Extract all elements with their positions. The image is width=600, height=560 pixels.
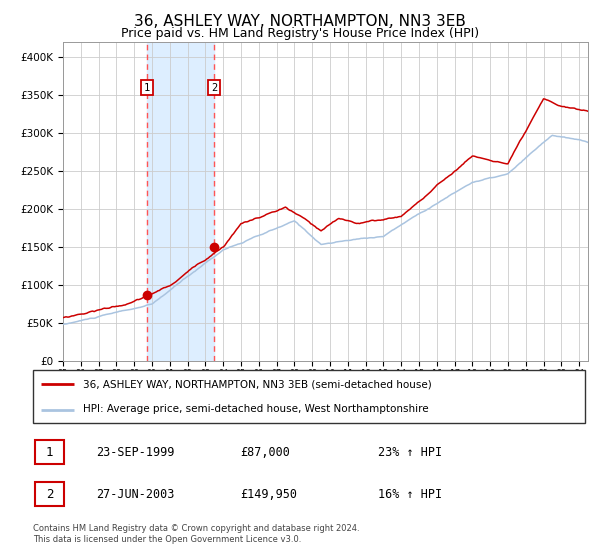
Text: 36, ASHLEY WAY, NORTHAMPTON, NN3 3EB: 36, ASHLEY WAY, NORTHAMPTON, NN3 3EB <box>134 14 466 29</box>
Bar <box>147 42 214 361</box>
Text: 23% ↑ HPI: 23% ↑ HPI <box>378 446 442 459</box>
Text: £87,000: £87,000 <box>240 446 290 459</box>
Text: 1: 1 <box>144 83 151 92</box>
Text: 1: 1 <box>46 446 53 459</box>
Text: 16% ↑ HPI: 16% ↑ HPI <box>378 488 442 501</box>
FancyBboxPatch shape <box>33 370 585 423</box>
FancyBboxPatch shape <box>35 440 64 464</box>
Text: 27-JUN-2003: 27-JUN-2003 <box>96 488 175 501</box>
FancyBboxPatch shape <box>35 482 64 506</box>
Text: 36, ASHLEY WAY, NORTHAMPTON, NN3 3EB (semi-detached house): 36, ASHLEY WAY, NORTHAMPTON, NN3 3EB (se… <box>83 380 431 390</box>
Text: HPI: Average price, semi-detached house, West Northamptonshire: HPI: Average price, semi-detached house,… <box>83 404 428 414</box>
Text: Price paid vs. HM Land Registry's House Price Index (HPI): Price paid vs. HM Land Registry's House … <box>121 27 479 40</box>
Text: Contains HM Land Registry data © Crown copyright and database right 2024.
This d: Contains HM Land Registry data © Crown c… <box>33 524 359 544</box>
Text: £149,950: £149,950 <box>240 488 297 501</box>
Text: 2: 2 <box>211 83 217 92</box>
Text: 2: 2 <box>46 488 53 501</box>
Text: 23-SEP-1999: 23-SEP-1999 <box>96 446 175 459</box>
